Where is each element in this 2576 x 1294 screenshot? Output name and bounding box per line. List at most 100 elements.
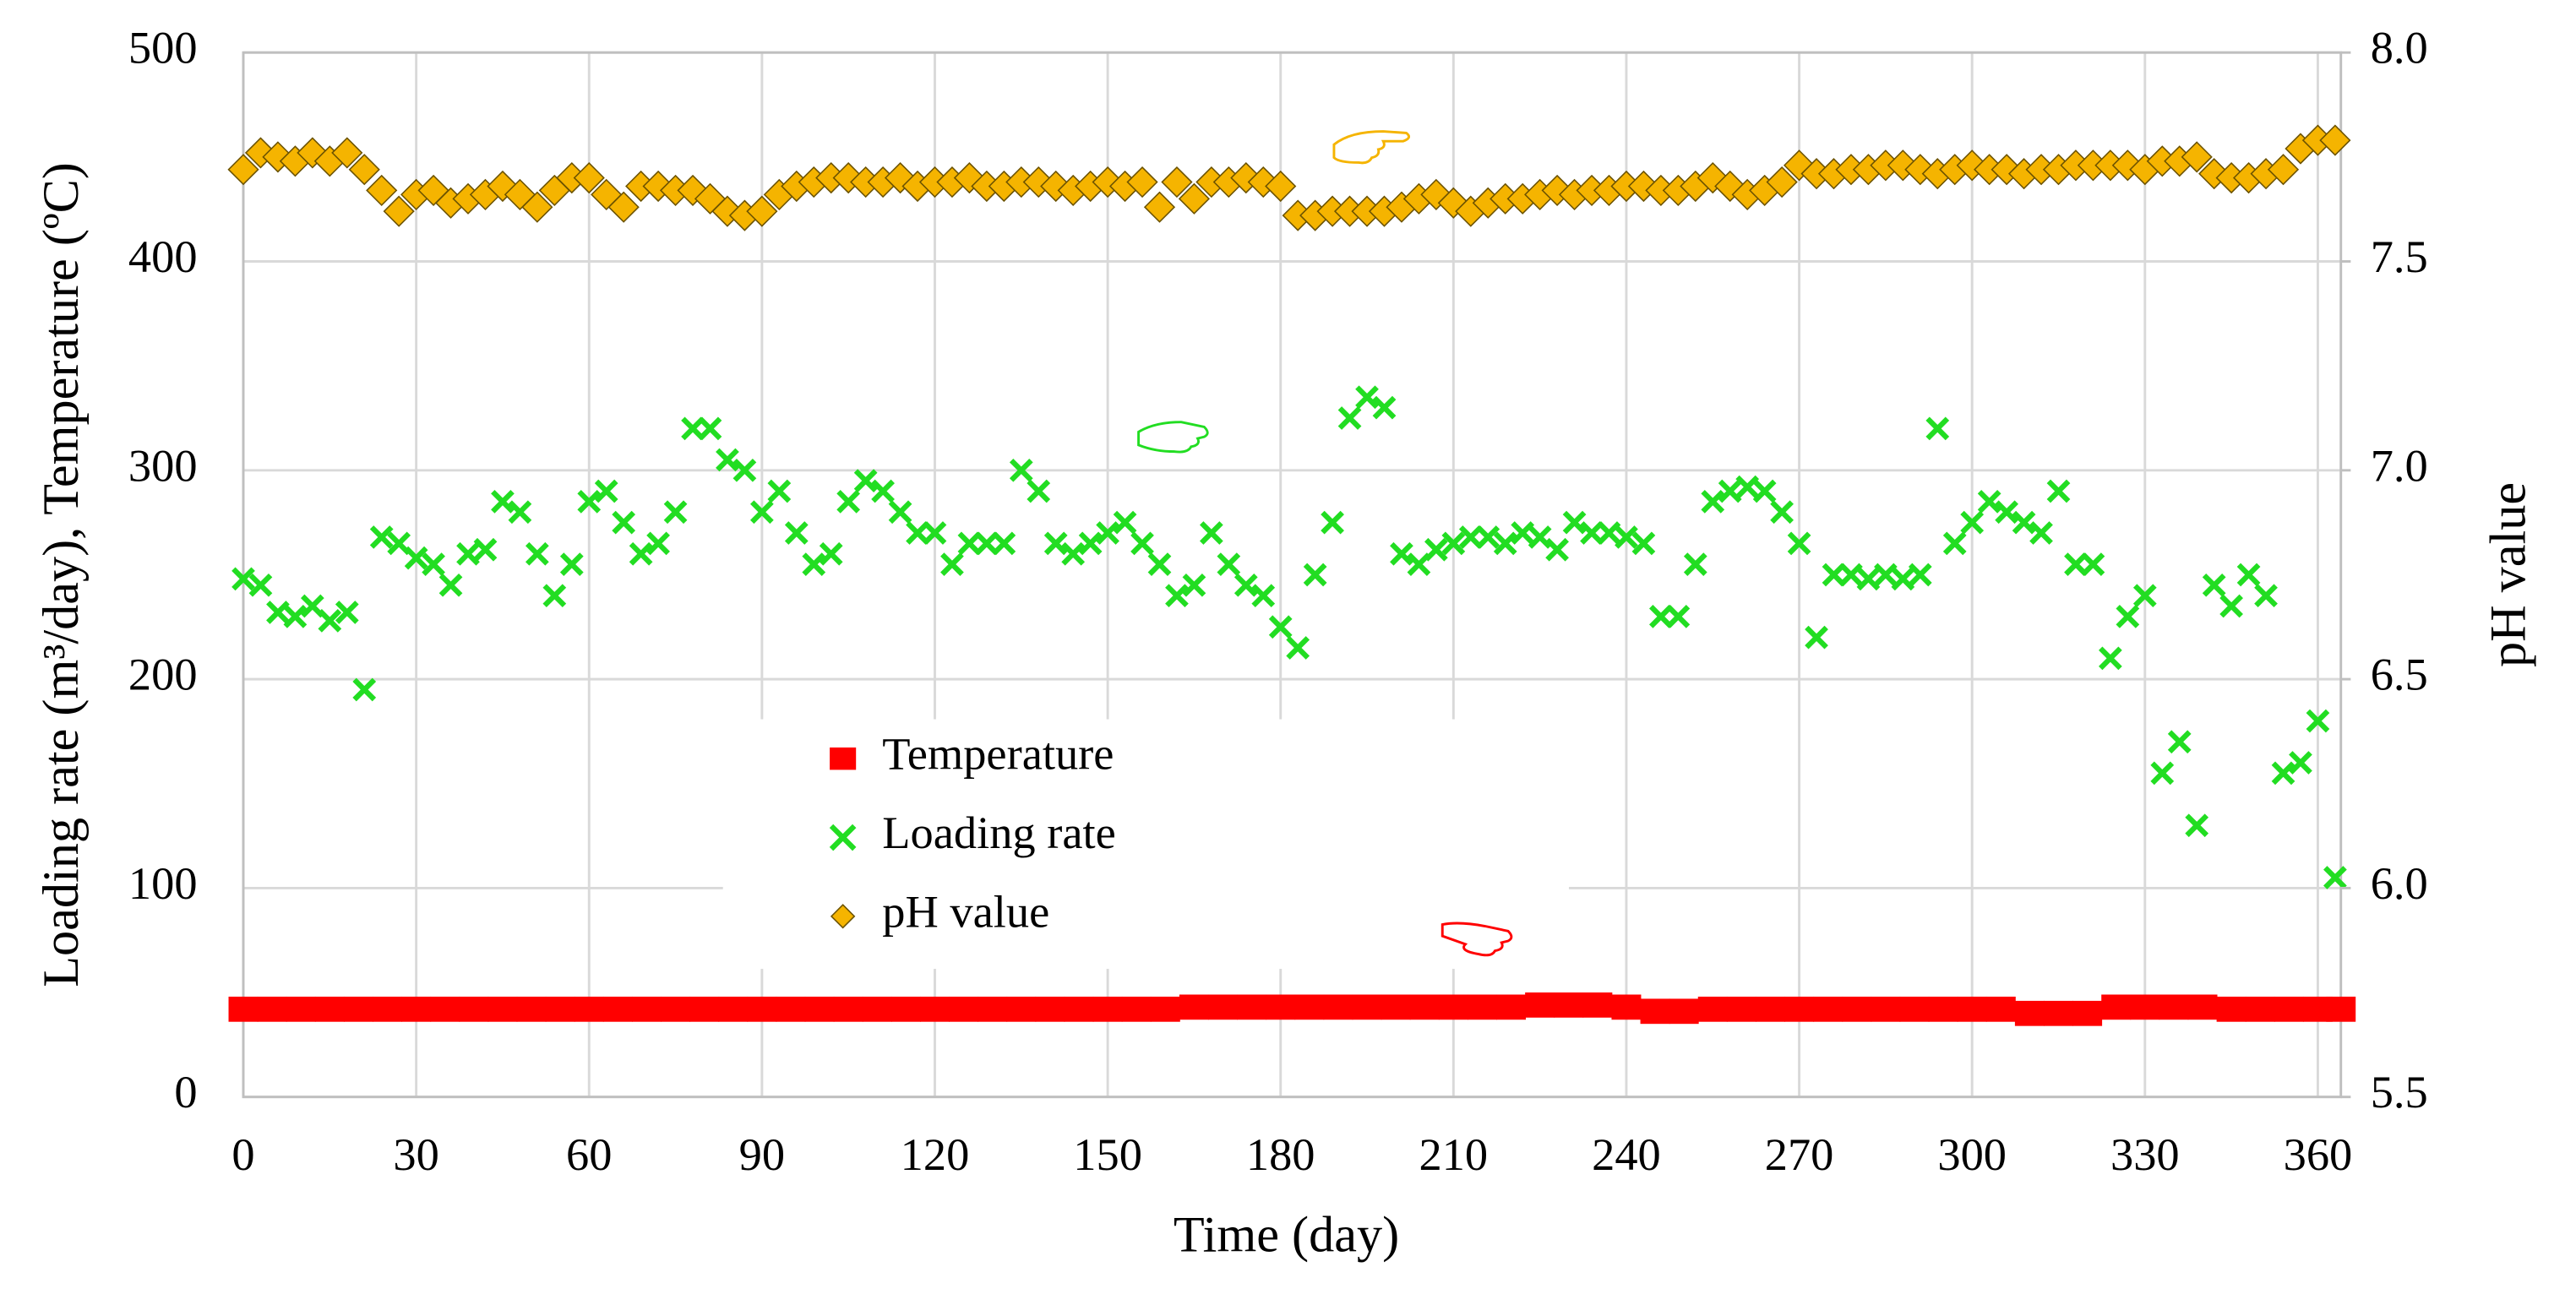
point <box>331 137 363 169</box>
point <box>1352 994 1382 1020</box>
point <box>1787 531 1811 556</box>
point <box>1714 170 1746 203</box>
point <box>1268 615 1293 639</box>
point <box>1355 385 1379 410</box>
point <box>2274 996 2304 1022</box>
point <box>2159 994 2189 1020</box>
point <box>1766 166 1798 198</box>
point <box>1078 531 1103 556</box>
point <box>1904 154 1936 186</box>
point <box>1390 541 1413 566</box>
y2-tick-label: 5.5 <box>2371 1066 2428 1117</box>
x-axis-label: Time (day) <box>1174 1207 1399 1264</box>
point <box>1458 525 1483 549</box>
point <box>314 996 345 1022</box>
point <box>776 996 806 1022</box>
point <box>1251 584 1276 608</box>
point <box>612 510 636 535</box>
point <box>1441 531 1466 556</box>
point <box>248 573 273 597</box>
point <box>1337 406 1362 430</box>
legend-marker <box>830 747 857 770</box>
point <box>1640 998 1670 1025</box>
point <box>2072 1000 2103 1026</box>
point <box>2132 584 2157 608</box>
point <box>1372 395 1397 420</box>
x-tick-label: 270 <box>1765 1128 1834 1180</box>
point <box>1061 541 1086 566</box>
x-tick-label: 180 <box>1246 1128 1315 1180</box>
point <box>2014 1000 2045 1026</box>
plot-frame <box>242 51 2343 1099</box>
hand-icon <box>1332 130 1411 165</box>
point <box>1755 996 1785 1022</box>
legend-marker <box>830 904 856 929</box>
point <box>1908 563 1932 587</box>
x-tick-label: 0 <box>231 1128 254 1180</box>
point <box>504 178 536 210</box>
point <box>2099 646 2122 671</box>
point <box>677 174 709 207</box>
point <box>923 521 947 545</box>
point <box>746 195 778 227</box>
point <box>819 541 843 566</box>
point <box>2267 154 2300 186</box>
point <box>2289 751 2312 775</box>
point <box>1381 994 1411 1020</box>
point <box>2150 761 2175 786</box>
y2-tick-label: 6.0 <box>2371 857 2428 909</box>
point <box>716 448 739 472</box>
point <box>1247 166 1279 198</box>
point <box>607 191 640 223</box>
point <box>231 567 255 591</box>
point <box>1265 170 1297 203</box>
y2-tick-label: 7.0 <box>2371 439 2428 491</box>
point <box>516 996 547 1022</box>
legend-background <box>722 719 1569 970</box>
point <box>1126 166 1158 198</box>
point <box>1437 187 1469 219</box>
point <box>663 500 688 525</box>
point <box>545 996 575 1022</box>
point <box>2254 584 2278 608</box>
point <box>2012 510 2036 535</box>
point <box>594 479 618 503</box>
point <box>1649 605 1673 628</box>
point <box>1528 525 1552 549</box>
point <box>1701 490 1725 514</box>
point <box>227 154 259 186</box>
point <box>804 996 835 1022</box>
point <box>1009 458 1033 482</box>
point <box>1874 563 1898 587</box>
point <box>767 479 792 503</box>
y-tick-label: 500 <box>128 22 198 73</box>
point <box>1294 994 1325 1020</box>
point <box>661 996 691 1022</box>
x-tick-label: 150 <box>1073 1128 1142 1180</box>
point <box>1597 521 1621 545</box>
point <box>1130 531 1154 556</box>
point <box>1995 500 2018 525</box>
y-tick-label: 300 <box>128 439 198 491</box>
point <box>2245 996 2275 1022</box>
point <box>2236 563 2261 587</box>
point <box>1266 994 1296 1020</box>
point <box>1121 996 1152 1022</box>
point <box>1977 490 2001 514</box>
point <box>1928 996 1958 1022</box>
point <box>2271 761 2296 786</box>
y2-tick-label: 6.5 <box>2371 649 2428 700</box>
legend-label: Loading rate <box>882 807 1116 858</box>
x-tick-label: 120 <box>901 1128 970 1180</box>
point <box>906 521 929 545</box>
point <box>1813 996 1844 1022</box>
hand-icon <box>1440 922 1513 957</box>
point <box>1525 992 1555 1018</box>
point <box>1985 996 2016 1022</box>
point <box>833 996 863 1022</box>
legend-marker <box>829 824 857 851</box>
point <box>862 996 892 1022</box>
point <box>1143 191 1176 223</box>
point <box>404 546 428 570</box>
point <box>1234 573 1258 597</box>
